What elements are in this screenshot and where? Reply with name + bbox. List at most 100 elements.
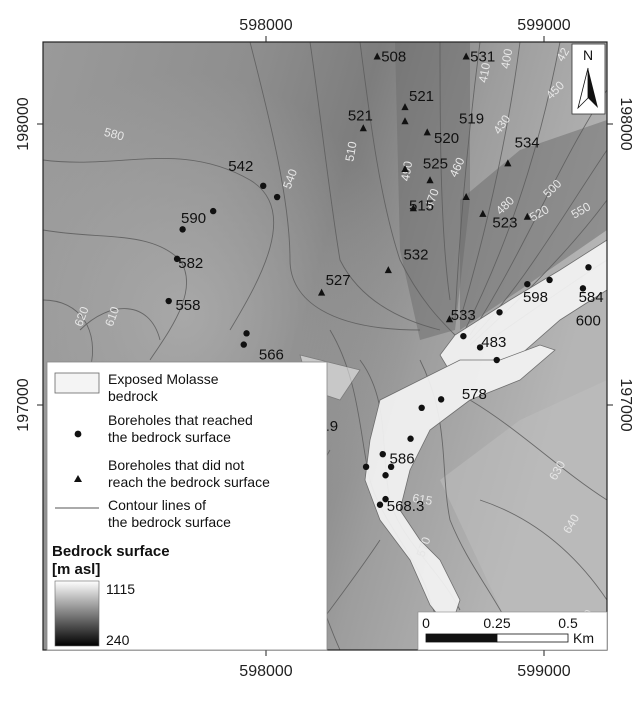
borehole-triangle-icon	[401, 164, 409, 172]
borehole-dot-icon	[524, 280, 531, 288]
contour-label: 510	[342, 140, 359, 162]
borehole-dot-icon	[173, 255, 181, 263]
legend-triangle-icon	[74, 475, 82, 482]
tick-marks	[37, 36, 613, 656]
legend-bedrock-line2: bedrock	[108, 388, 159, 404]
legend-dot-line1: Boreholes that reached	[108, 412, 253, 428]
borehole-label: 515	[409, 197, 434, 214]
borehole-label: 542	[228, 158, 253, 175]
borehole-label: 600	[576, 313, 601, 330]
legend-title-line2: [m asl]	[52, 561, 100, 578]
contour-label: 620	[72, 304, 92, 328]
x-tick-bottom-599000: 599000	[517, 663, 570, 680]
legend-color-ramp	[54, 580, 100, 647]
scale-label-025: 0.25	[483, 615, 510, 631]
borehole-dot-icon	[376, 501, 384, 508]
borehole-label: 586	[390, 450, 415, 467]
borehole-dot-icon	[260, 182, 267, 190]
x-tick-top-599000: 599000	[517, 17, 570, 34]
borehole-triangles	[318, 52, 531, 323]
contour-label: 540	[280, 167, 300, 191]
contour-label: 570	[413, 535, 433, 559]
borehole-dot-icon	[407, 435, 414, 442]
x-tick-bottom-598000: 598000	[239, 663, 292, 680]
borehole-triangle-icon	[423, 128, 431, 136]
borehole-dot-icon	[179, 226, 186, 233]
borehole-triangle-icon	[523, 212, 531, 220]
borehole-label: 521	[409, 88, 434, 105]
borehole-dot-icon	[209, 207, 217, 215]
borehole-dot-icon	[437, 396, 445, 403]
legend-bedrock-swatch	[54, 372, 100, 394]
borehole-label: 508	[381, 49, 406, 66]
legend-contour-line1: Contour lines of	[108, 497, 206, 513]
borehole-dot-icon	[362, 463, 370, 471]
legend-tri-line2: reach the bedrock surface	[108, 474, 270, 490]
legend-ramp-max: 1115	[106, 581, 135, 597]
legend-bedrock-line1: Exposed Molasse	[108, 371, 219, 387]
y-tick-left-198000: 198000	[15, 97, 32, 150]
borehole-triangle-icon	[504, 159, 512, 167]
borehole-dot-icon	[460, 332, 467, 340]
borehole-dot-icon	[476, 344, 484, 351]
scale-unit: Km	[573, 630, 594, 646]
borehole-label: 519	[459, 110, 484, 127]
legend-ramp-min: 240	[106, 632, 130, 648]
borehole-dot-icon	[579, 285, 587, 292]
borehole-label: 520	[434, 130, 459, 147]
contour-label: 42	[553, 45, 572, 64]
borehole-label: 590	[181, 210, 206, 227]
legend-dot-icon	[74, 430, 82, 438]
scale-label-05: 0.5	[558, 615, 578, 631]
north-label: N	[583, 47, 593, 63]
borehole-dot-icon	[165, 297, 172, 305]
contour-label: 410	[476, 61, 493, 83]
borehole-label: 584	[579, 289, 604, 306]
borehole-dot-icon	[387, 463, 395, 471]
borehole-label: 533	[451, 307, 476, 324]
borehole-triangle-icon	[318, 288, 326, 296]
borehole-label: 598	[523, 289, 548, 306]
borehole-dot-icon	[493, 356, 500, 364]
borehole-dot-icon	[382, 472, 389, 479]
borehole-label: 532	[403, 247, 428, 264]
borehole-dot-icon	[240, 341, 247, 348]
borehole-label: 523	[492, 214, 517, 231]
borehole-label: 582	[178, 255, 203, 272]
north-arrow-icon: N	[571, 43, 606, 115]
borehole-dot-icon	[273, 193, 281, 201]
legend-dot-line2: the bedrock surface	[108, 429, 231, 445]
scale-bar: 0 0.25 0.5 Km	[417, 611, 608, 651]
borehole-label: 534	[515, 134, 540, 151]
borehole-dot-icon	[585, 264, 592, 271]
borehole-triangle-icon	[426, 176, 434, 184]
borehole-label: 527	[326, 272, 351, 289]
y-tick-right-197000: 197000	[617, 378, 633, 431]
contour-label: 615	[411, 491, 433, 508]
legend-contour-line2: the bedrock surface	[108, 514, 231, 530]
borehole-dot-icon	[243, 330, 250, 337]
legend-tri-line1: Boreholes that did not	[108, 457, 244, 473]
borehole-label: 483	[481, 334, 506, 351]
borehole-dot-icon	[496, 309, 503, 316]
borehole-triangle-icon	[479, 209, 487, 217]
borehole-label: 558	[175, 297, 200, 314]
y-tick-right-198000: 198000	[617, 97, 633, 150]
contour-label: 400	[498, 47, 515, 69]
legend-title-line1: Bedrock surface	[52, 543, 170, 560]
borehole-dot-icon	[418, 404, 425, 412]
legend: Exposed Molasse bedrock Boreholes that r…	[46, 361, 328, 651]
contour-label: 470	[422, 186, 442, 210]
borehole-label: 521	[348, 108, 373, 125]
borehole-triangle-icon	[401, 103, 409, 111]
borehole-triangle-icon	[462, 193, 470, 201]
borehole-triangle-icon	[445, 315, 454, 323]
contour-label: 610	[102, 304, 122, 328]
map-frame: 5805405104904704604304104004504248050052…	[43, 42, 607, 650]
borehole-dot-icon	[546, 276, 553, 284]
x-tick-top-598000: 598000	[239, 17, 292, 34]
borehole-triangle-icon	[462, 52, 470, 60]
borehole-triangle-icon	[409, 204, 417, 212]
borehole-label: 531	[470, 49, 495, 66]
